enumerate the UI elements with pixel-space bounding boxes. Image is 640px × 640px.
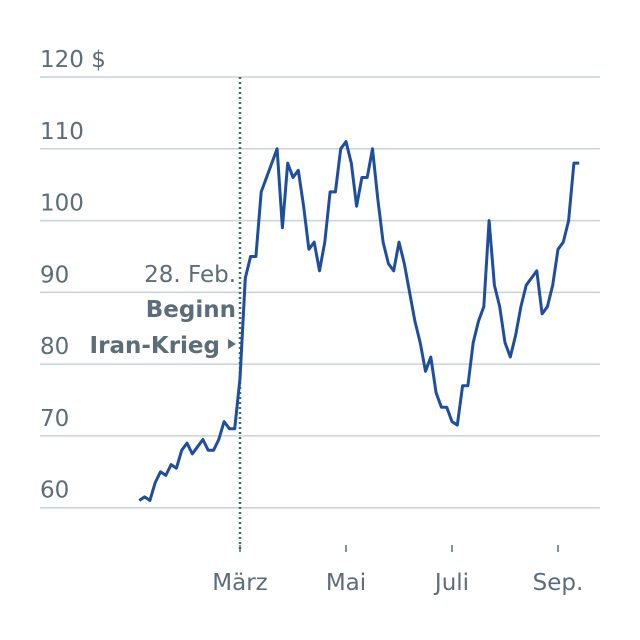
y-tick-label: 120 $	[40, 47, 106, 73]
price-line	[138, 140, 580, 502]
y-tick-label: 90	[40, 262, 69, 288]
x-tick-label: Sep.	[533, 570, 584, 596]
annotation-line: Beginn	[146, 297, 236, 323]
y-tick-label: 110	[40, 119, 84, 145]
y-tick-label: 70	[40, 406, 69, 432]
y-tick-label: 80	[40, 334, 69, 360]
annotation-date: 28. Feb.	[144, 262, 236, 288]
annotation-line: Iran-Krieg	[90, 333, 220, 359]
x-tick-label: März	[212, 570, 267, 596]
y-tick-label: 100	[40, 191, 84, 217]
annotation-arrow	[228, 339, 236, 349]
y-tick-label: 60	[40, 478, 69, 504]
x-tick-label: Mai	[326, 570, 366, 596]
x-tick-label: Juli	[433, 570, 469, 596]
